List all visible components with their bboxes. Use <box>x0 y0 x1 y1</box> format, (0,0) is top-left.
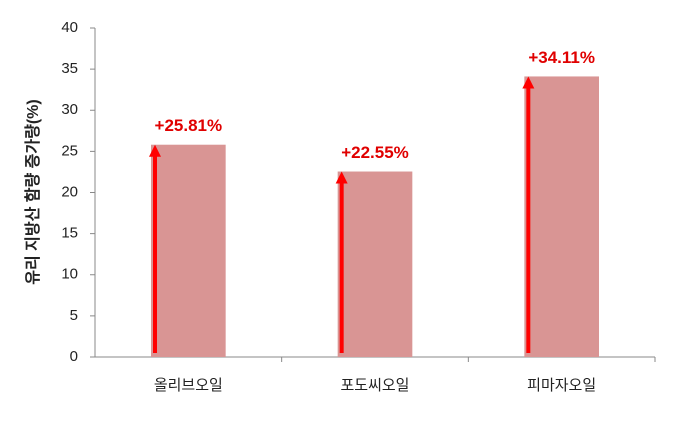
value-label: +34.11% <box>528 48 595 67</box>
y-tick-label: 25 <box>61 142 78 159</box>
y-tick-label: 20 <box>61 183 78 200</box>
x-tick-label: 포도씨오일 <box>340 377 409 394</box>
bar <box>151 144 226 357</box>
value-label: +25.81% <box>155 116 223 135</box>
y-tick-label: 40 <box>61 19 78 36</box>
y-tick-label: 15 <box>61 225 78 242</box>
arrow-head <box>149 144 161 157</box>
x-tick-label: 올리브오일 <box>154 377 223 394</box>
arrow-head <box>335 171 348 184</box>
value-label: +22.55% <box>341 143 409 162</box>
bar <box>524 76 599 357</box>
y-tick-label: 35 <box>61 60 78 77</box>
y-axis-label: 유리 지방산 함량 증가량(%) <box>23 99 42 284</box>
y-tick-label: 5 <box>70 307 78 324</box>
y-tick-label: 30 <box>61 101 78 118</box>
bar <box>337 171 413 357</box>
x-tick-label: 피마자오일 <box>527 377 596 394</box>
y-tick-label: 10 <box>61 266 78 283</box>
y-tick-label: 0 <box>70 348 78 365</box>
arrow-head <box>522 76 535 89</box>
